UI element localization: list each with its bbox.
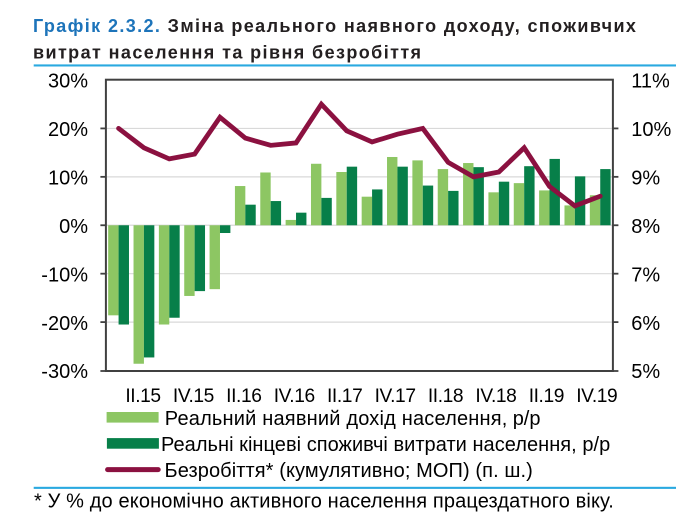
svg-text:20%: 20% [48, 119, 88, 141]
svg-text:II.19: II.19 [529, 386, 564, 407]
svg-text:IV.18: IV.18 [475, 386, 516, 407]
svg-text:II.15: II.15 [125, 386, 160, 407]
svg-text:р/р: р/р [513, 408, 541, 430]
svg-text:6%: 6% [631, 313, 660, 335]
svg-text:IV.17: IV.17 [375, 386, 416, 407]
svg-text:II.18: II.18 [428, 386, 463, 407]
svg-text:Реальні кінцеві споживчі витра: Реальні кінцеві споживчі витрати населен… [161, 434, 610, 456]
svg-text:Безробіття* (кумулятивно; МОП): Безробіття* (кумулятивно; МОП) (п. ш.) [165, 460, 533, 482]
svg-text:-30%: -30% [41, 361, 88, 383]
svg-text:-20%: -20% [41, 313, 88, 335]
svg-text:11%: 11% [631, 71, 670, 93]
svg-text:7%: 7% [631, 264, 660, 286]
svg-text:5%: 5% [631, 361, 660, 383]
svg-text:10%: 10% [631, 119, 671, 141]
svg-text:30%: 30% [48, 71, 88, 93]
svg-text:9%: 9% [631, 168, 660, 190]
svg-text:* У % до економічно активного: * У % до економічно активного населення … [34, 490, 614, 512]
svg-text:витрат населення та рівня безр: витрат населення та рівня безробіття [33, 43, 422, 63]
svg-text:IV.19: IV.19 [576, 386, 617, 407]
svg-text:10%: 10% [48, 168, 88, 190]
svg-text:8%: 8% [631, 216, 660, 238]
svg-text:II.17: II.17 [327, 386, 362, 407]
svg-text:II.16: II.16 [226, 386, 261, 407]
svg-text:Графік 2.3.2. Зміна реального: Графік 2.3.2. Зміна реального наявного д… [33, 16, 637, 36]
svg-text:0%: 0% [59, 216, 88, 238]
svg-text:Реальний наявний дохід населен: Реальний наявний дохід населення, [165, 408, 508, 430]
svg-text:IV.15: IV.15 [173, 386, 214, 407]
svg-text:IV.16: IV.16 [274, 386, 315, 407]
svg-text:-10%: -10% [41, 264, 88, 286]
